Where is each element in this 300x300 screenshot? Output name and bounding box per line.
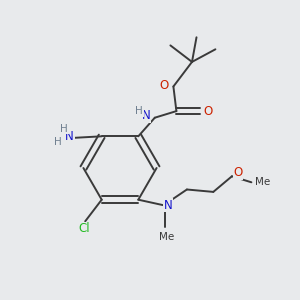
Text: O: O — [160, 79, 169, 92]
Text: H: H — [54, 137, 62, 147]
Text: H: H — [135, 106, 143, 116]
Text: O: O — [233, 166, 242, 179]
Text: Cl: Cl — [79, 222, 90, 235]
Text: Me: Me — [255, 177, 270, 187]
Text: N: N — [164, 199, 172, 212]
Text: H: H — [60, 124, 68, 134]
Text: O: O — [203, 105, 212, 118]
Text: Me: Me — [159, 232, 174, 242]
Text: N: N — [65, 130, 74, 143]
Text: N: N — [142, 109, 151, 122]
